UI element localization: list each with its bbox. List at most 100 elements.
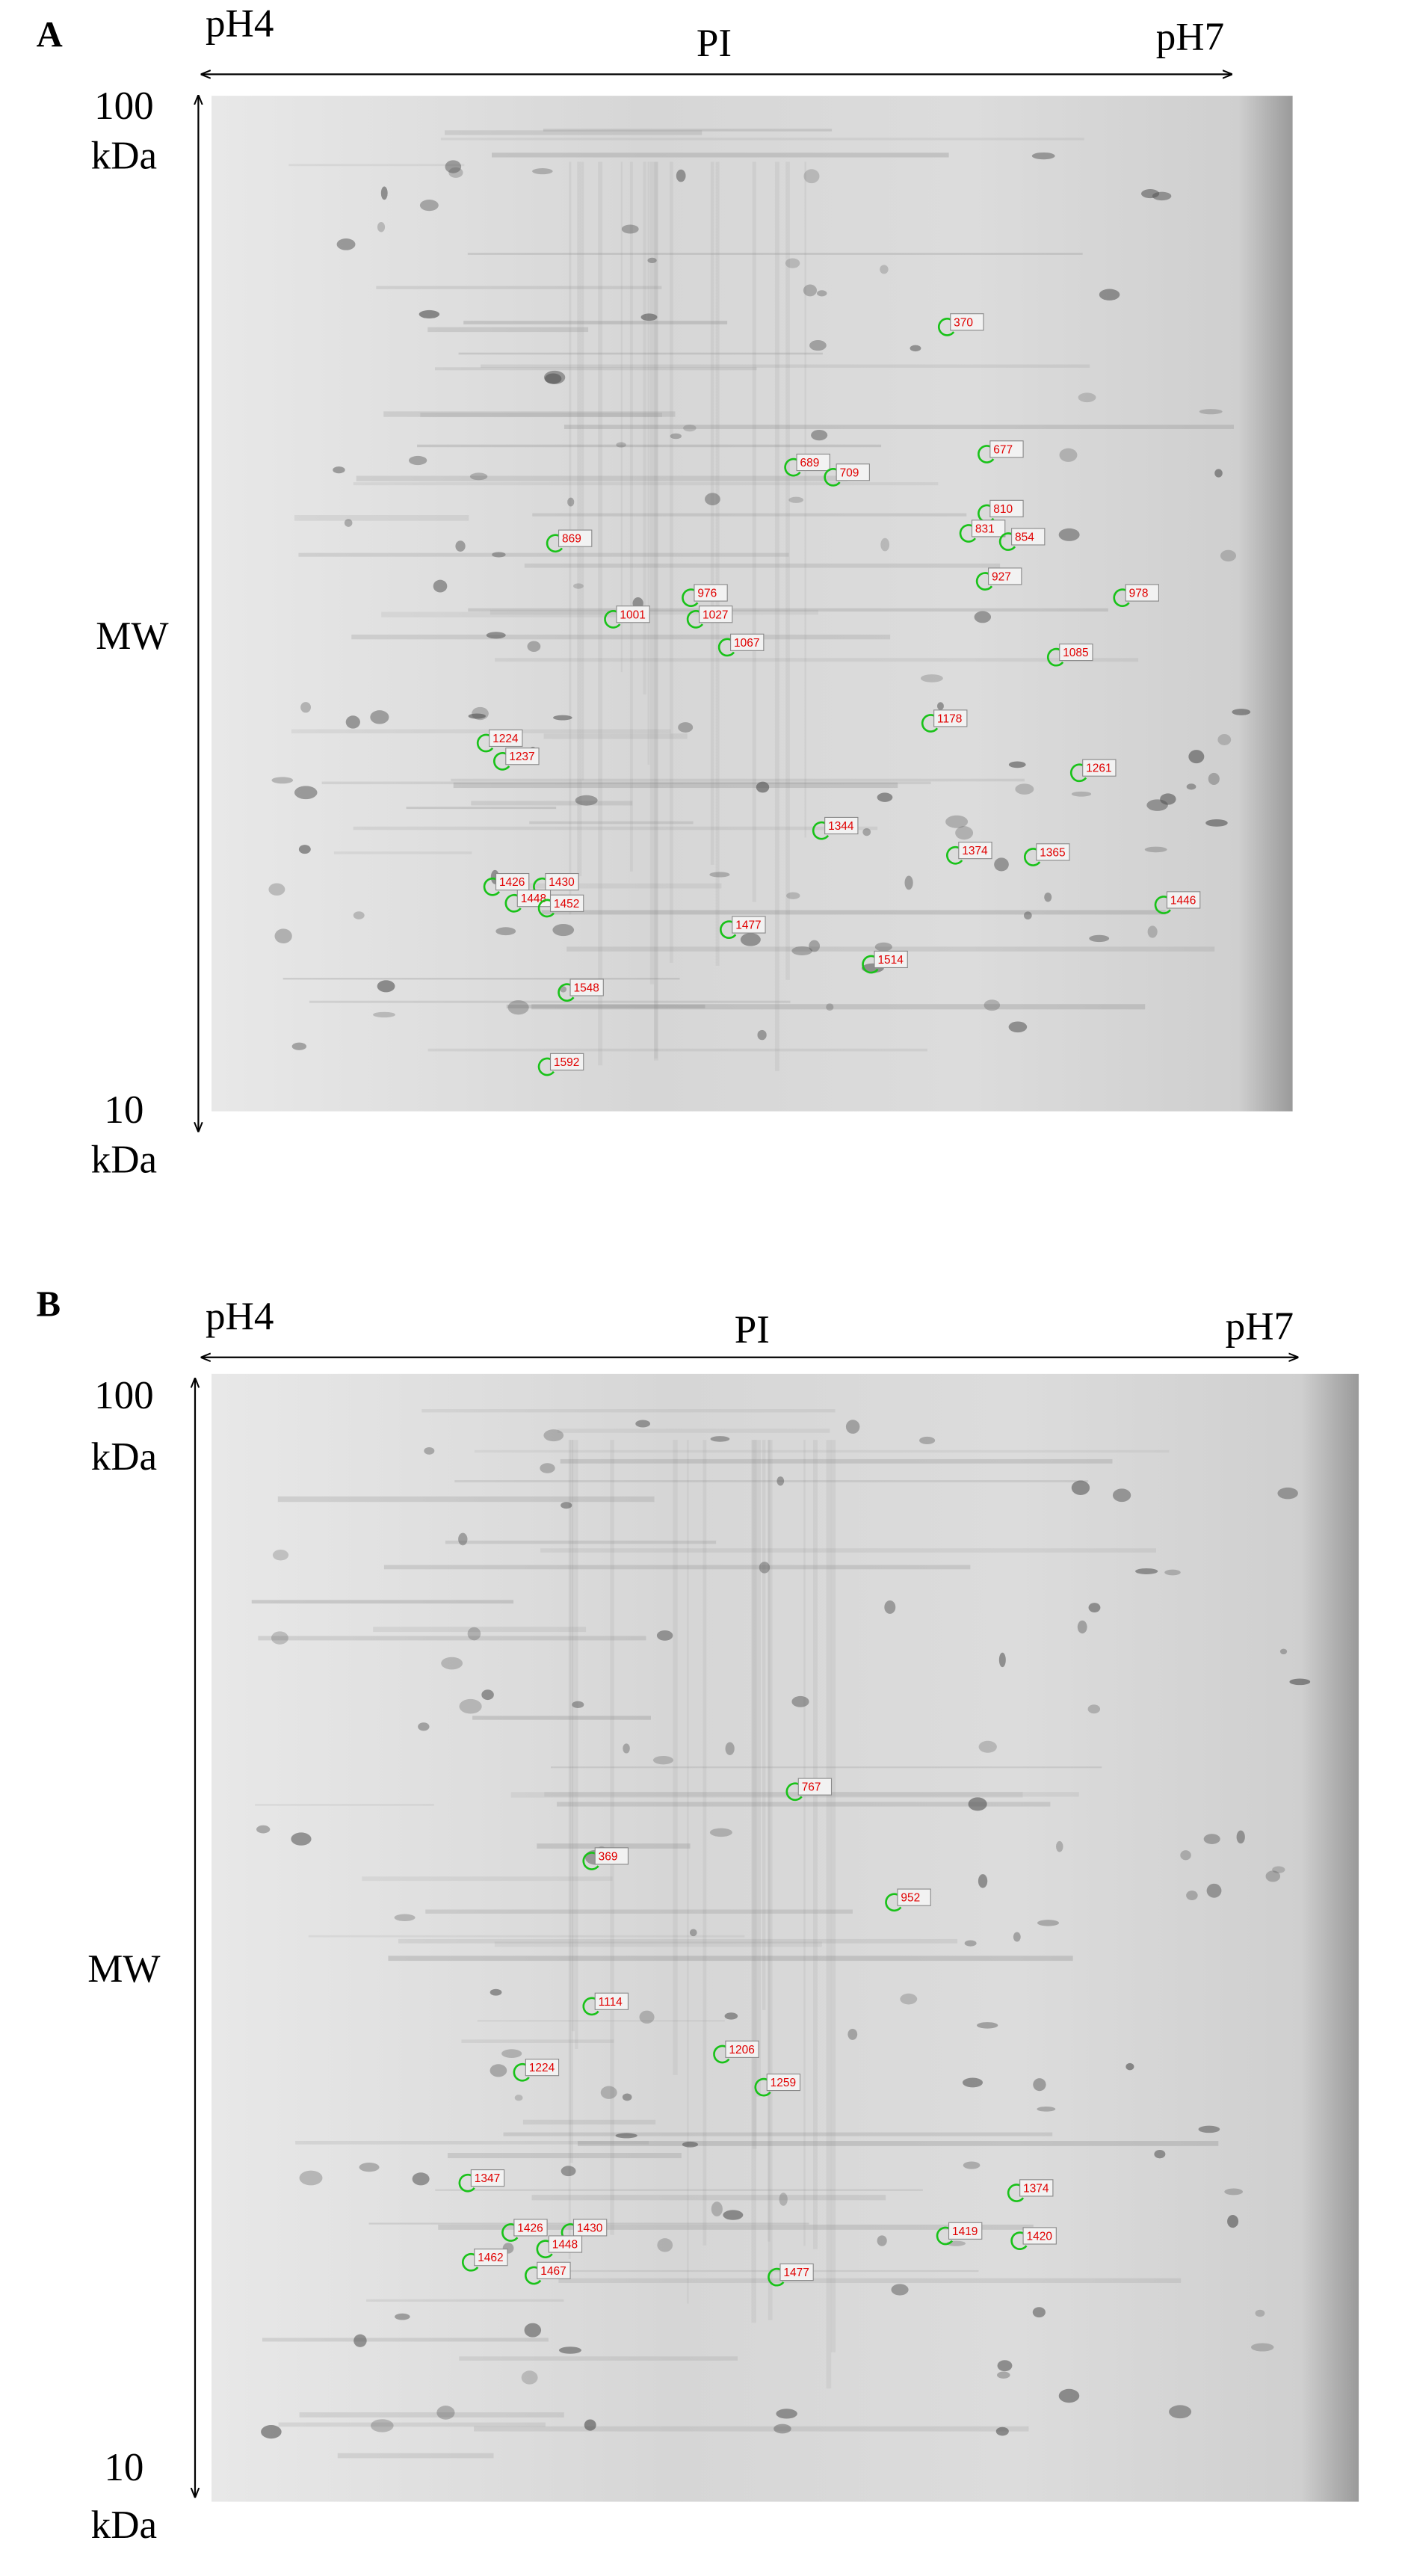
gel-spot	[394, 1914, 416, 1922]
gel-spot	[468, 713, 486, 719]
gel-streak	[673, 1440, 678, 2075]
gel-band	[445, 1540, 717, 1544]
spot-label: 1420	[1027, 2230, 1052, 2243]
spot-label-box	[988, 567, 1022, 585]
spot-label-box	[1019, 2179, 1054, 2197]
gel-spot	[936, 702, 944, 710]
spot-label-box	[572, 2219, 608, 2237]
gel-spot	[299, 2170, 323, 2186]
gel-spot	[433, 579, 448, 593]
gel-spot	[1112, 1488, 1131, 1503]
spot-label-box	[513, 2219, 548, 2237]
spot-label: 1477	[735, 919, 761, 932]
gel-band	[356, 475, 848, 481]
gel-spot	[1125, 2062, 1134, 2071]
spot-label-box	[694, 584, 728, 602]
gel-band	[262, 2338, 549, 2342]
gel-spot	[458, 1532, 468, 1546]
gel-spot	[1279, 1648, 1288, 1655]
gel-band	[458, 352, 823, 355]
gel-spot	[1169, 2405, 1192, 2419]
gel-spot	[678, 722, 694, 733]
gel-spot	[811, 430, 828, 441]
spot-label-box	[958, 842, 992, 860]
spot-marker	[558, 983, 575, 1002]
gel-spot	[1255, 2309, 1265, 2317]
gel-band	[461, 2039, 614, 2043]
spot-label: 854	[1015, 531, 1034, 543]
gel-spot	[623, 1743, 630, 1754]
gel-spot	[615, 2133, 637, 2139]
gel-spot	[845, 1420, 860, 1434]
spot-label: 1261	[1086, 762, 1111, 775]
y-bottom: 10	[104, 1088, 143, 1132]
gel-band	[427, 327, 589, 333]
spot-label-box	[594, 1847, 629, 1865]
gel-band	[531, 1004, 1146, 1010]
gel-spot	[261, 2425, 282, 2439]
gel-spot	[1008, 1021, 1028, 1033]
gel-band	[255, 1804, 434, 1806]
gel-band	[294, 515, 469, 521]
gel-band	[277, 1496, 655, 1503]
gel-spot	[670, 433, 682, 440]
gel-spot	[1144, 846, 1167, 853]
gel-spot	[1164, 1569, 1181, 1576]
gel-spot	[877, 792, 893, 802]
gel-spot	[268, 883, 285, 896]
spot-label: 1344	[828, 820, 854, 833]
gel-spot	[359, 2163, 380, 2172]
spot-label: 1430	[577, 2222, 602, 2234]
gel-spot	[1037, 2107, 1056, 2112]
spot-label: 1448	[521, 893, 546, 905]
gel-band	[477, 2020, 725, 2022]
spot-label: 767	[802, 1781, 821, 1794]
gel-spot	[370, 710, 389, 724]
gel-spot	[543, 1429, 564, 1442]
gel-spot	[676, 169, 686, 182]
gel-spot	[711, 2201, 723, 2216]
spot-label: 927	[992, 570, 1011, 583]
gel-spot	[572, 1701, 584, 1709]
gel-spot	[791, 1695, 809, 1707]
gel-spot	[573, 583, 584, 589]
gel-spot	[419, 200, 439, 212]
gel-band	[288, 164, 465, 167]
gel-spot	[1015, 783, 1034, 795]
y-bottom-unit: kDa	[91, 1138, 157, 1181]
gel-band	[417, 444, 882, 448]
gel-spot	[1224, 2188, 1244, 2196]
gel-band	[373, 1627, 587, 1633]
gel-spot	[904, 875, 913, 890]
gel-streak	[752, 161, 756, 902]
gel-band	[453, 782, 898, 789]
gel-spot	[962, 2077, 984, 2088]
gel-spot	[377, 980, 395, 993]
gel-streak	[629, 161, 633, 872]
gel-streak	[598, 161, 603, 1066]
spot-label-box	[824, 816, 859, 835]
gel-spot	[997, 2360, 1013, 2372]
gel-spot	[622, 2093, 632, 2101]
gel-spot	[1077, 1620, 1087, 1634]
spot-label-box	[874, 950, 908, 969]
gel-band	[420, 412, 662, 418]
gel-spot	[945, 815, 969, 828]
spot-label-box	[1166, 891, 1201, 909]
spot-marker	[978, 445, 995, 463]
gel-spot	[300, 702, 311, 713]
gel-spot	[492, 552, 506, 558]
spot-label-box	[989, 499, 1024, 517]
spot-marker	[717, 638, 735, 657]
gel-band	[454, 1480, 1089, 1482]
spot-label-box	[897, 1888, 931, 1906]
spot-marker	[862, 955, 879, 974]
gel-streak	[803, 1440, 806, 2246]
gel-band	[381, 611, 618, 617]
gel-spot	[514, 2095, 523, 2101]
gel-spot	[1188, 750, 1205, 764]
gel-spot	[1208, 772, 1220, 785]
gel-spot	[467, 1627, 481, 1641]
y-top: 100	[94, 1374, 154, 1417]
gel-spot	[705, 493, 720, 505]
